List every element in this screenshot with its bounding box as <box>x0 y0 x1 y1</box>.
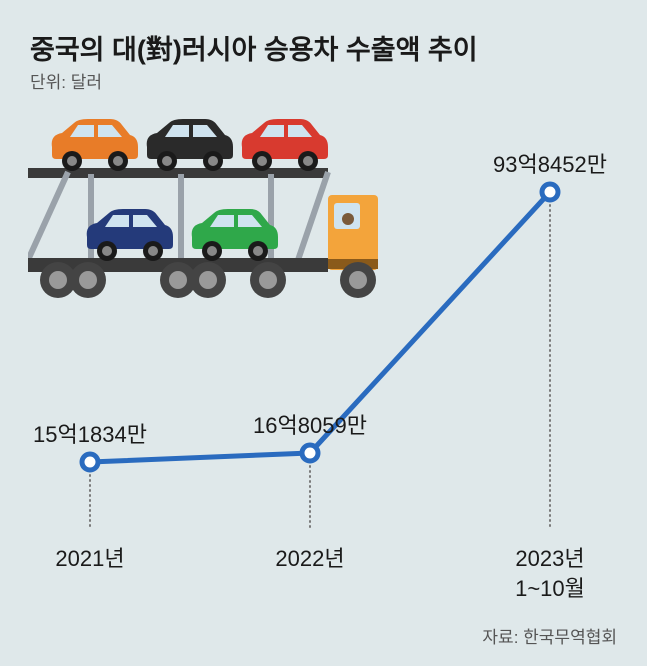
axis-label-2-line1: 2023년 <box>480 544 620 574</box>
source-label: 자료: 한국무역협회 <box>482 623 617 648</box>
axis-label-1-line1: 2022년 <box>240 544 380 574</box>
data-label-2: 93억8452만 <box>480 147 620 179</box>
axis-label-0-line1: 2021년 <box>20 544 160 574</box>
axis-label-0: 2021년 <box>20 544 160 574</box>
axis-label-2: 2023년 1~10월 <box>480 544 620 603</box>
data-label-0: 15억1834만 <box>20 417 160 449</box>
axis-label-2-line2: 1~10월 <box>480 574 620 604</box>
data-label-1: 16억8059만 <box>240 408 380 440</box>
axis-label-1: 2022년 <box>240 544 380 574</box>
